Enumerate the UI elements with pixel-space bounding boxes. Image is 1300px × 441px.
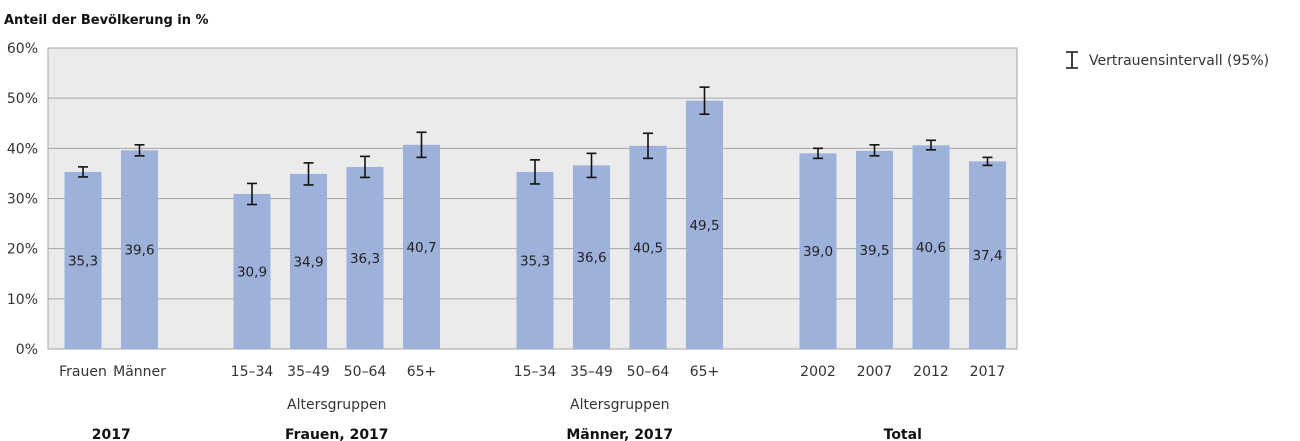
bar	[912, 145, 950, 349]
data-label: 37,4	[972, 248, 1002, 264]
bar	[799, 153, 837, 349]
group-labels: 2017 Altersgruppen Frauen, 2017 Altersgrupp…	[92, 397, 922, 441]
data-label: 40,5	[633, 240, 663, 256]
bar	[856, 150, 893, 349]
gridlines	[48, 47, 1017, 350]
legend: Vertrauensintervall (95%)	[1066, 51, 1269, 69]
x-tick-label: 2017	[970, 364, 1006, 380]
group-subtitle: Altersgruppen	[570, 397, 669, 413]
bar	[516, 171, 554, 349]
bars	[64, 100, 1006, 349]
x-tick-label: 2012	[913, 364, 949, 380]
error-bar	[699, 86, 710, 116]
error-bar	[813, 147, 823, 160]
data-label: 30,9	[237, 264, 267, 280]
bar	[629, 145, 667, 349]
data-label: 39,0	[803, 244, 833, 260]
x-tick-label: 35–49	[570, 364, 613, 380]
error-bars	[78, 86, 993, 206]
error-bar	[360, 155, 370, 179]
y-tick-label: 0%	[16, 342, 38, 358]
group-title: 2017	[92, 427, 131, 441]
error-bar	[416, 131, 427, 159]
error-bar	[586, 152, 597, 179]
bar	[573, 165, 610, 349]
data-label: 39,6	[124, 243, 154, 259]
group-title: Total	[884, 427, 922, 441]
error-bar	[869, 144, 880, 157]
x-tick-label: 15–34	[514, 364, 557, 380]
data-label: 36,6	[576, 250, 606, 266]
y-tick-label: 40%	[7, 141, 38, 157]
y-tick-label: 20%	[7, 242, 38, 258]
data-label: 49,5	[689, 218, 719, 234]
x-tick-label: 2002	[800, 364, 836, 380]
bar	[64, 171, 102, 349]
bar	[346, 166, 384, 349]
error-bar	[78, 166, 88, 178]
data-label: 40,7	[406, 240, 436, 256]
error-bar	[982, 156, 993, 167]
y-tick-label: 60%	[7, 41, 38, 57]
y-tick-label: 50%	[7, 91, 38, 107]
bar	[969, 161, 1006, 349]
error-bar	[530, 159, 540, 185]
data-label: 40,6	[916, 240, 946, 256]
data-label: 39,5	[859, 243, 889, 259]
error-bar	[134, 144, 145, 157]
y-axis-title: Anteil der Bevölkerung in %	[4, 13, 209, 28]
y-axis-ticks: 0% 10% 20% 30% 40% 50% 60%	[7, 41, 38, 358]
x-tick-label: 50–64	[627, 364, 670, 380]
group-title: Frauen, 2017	[285, 427, 389, 441]
y-tick-label: 30%	[7, 192, 38, 208]
error-bar	[926, 139, 936, 151]
bar	[121, 150, 158, 349]
error-bar	[247, 182, 257, 206]
data-label: 35,3	[520, 253, 550, 269]
error-bar	[303, 162, 314, 186]
bar	[403, 144, 440, 349]
group-title: Männer, 2017	[566, 427, 673, 441]
x-tick-label: Männer	[113, 364, 166, 380]
group-subtitle: Altersgruppen	[287, 397, 386, 413]
x-tick-label: 65+	[407, 364, 437, 380]
data-labels: 35,3 39,6 30,9 34,9 36,3 40,7 35,3 36,6 40,5 49,5…	[68, 218, 1003, 281]
x-tick-label: 50–64	[344, 364, 387, 380]
bar	[686, 100, 723, 349]
bar	[233, 193, 271, 349]
x-tick-label: 2007	[857, 364, 893, 380]
y-tick-label: 10%	[7, 292, 38, 308]
confidence-interval-icon	[1066, 51, 1078, 69]
error-bar	[643, 132, 653, 160]
x-tick-label: 35–49	[287, 364, 330, 380]
legend-label: Vertrauensintervall (95%)	[1089, 53, 1269, 69]
x-tick-label: 65+	[690, 364, 720, 380]
x-tick-label: Frauen	[59, 364, 107, 380]
data-label: 34,9	[293, 254, 323, 270]
bar	[290, 173, 327, 349]
data-label: 36,3	[350, 251, 380, 267]
x-tick-label: 15–34	[231, 364, 274, 380]
x-axis-labels: Frauen Männer 15–34 35–49 50–64 65+ 15–34 35–49…	[59, 364, 1005, 380]
data-label: 35,3	[68, 253, 98, 269]
